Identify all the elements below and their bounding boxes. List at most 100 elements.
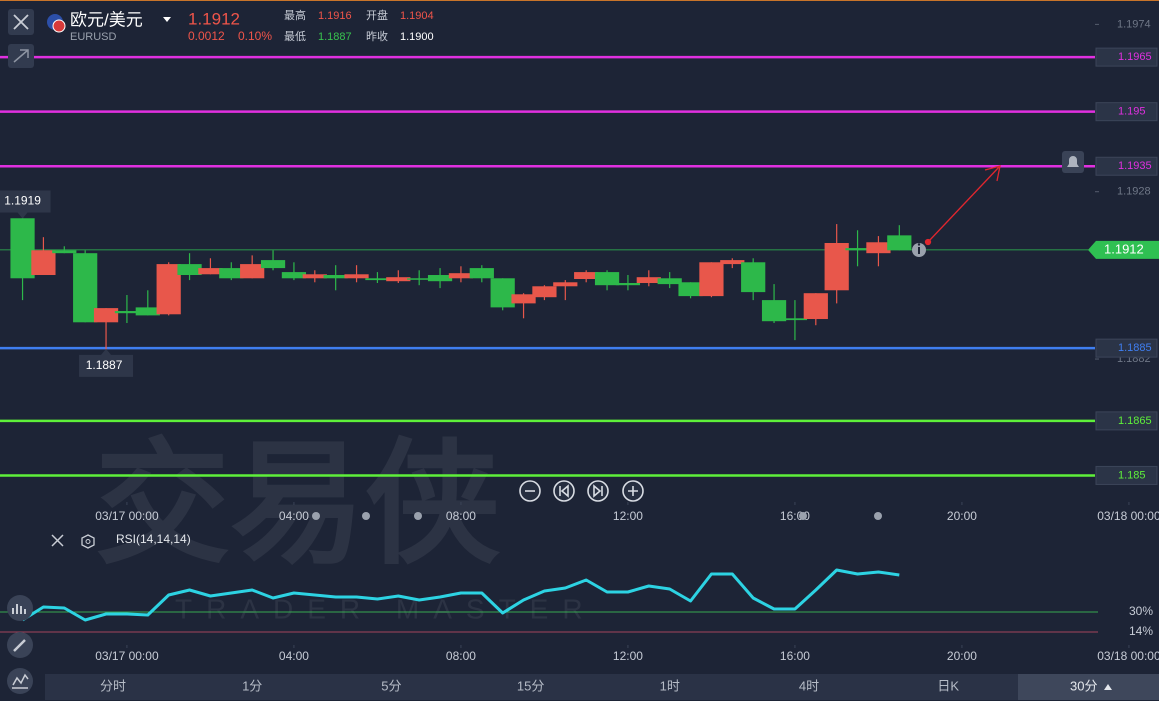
y-tick-label: 1.1974 [1117, 18, 1151, 30]
candle-body [803, 293, 828, 320]
stat-label: 最高 [284, 8, 306, 22]
stat-label: 最低 [284, 30, 306, 43]
price-level-label: 1.1935 [1118, 160, 1152, 172]
arrow-line [927, 165, 1001, 243]
rsi-line [21, 568, 900, 622]
candle-body [720, 260, 745, 265]
interval-tab[interactable]: 1分 [242, 678, 262, 693]
event-dot[interactable] [414, 512, 422, 520]
tool-icon [12, 604, 26, 614]
candle-body [177, 264, 202, 276]
instrument-symbol: EURUSD [70, 31, 117, 43]
tab-bar [45, 674, 1159, 700]
interval-tab[interactable]: 5分 [381, 678, 401, 693]
stat-label: 昨收 [366, 29, 388, 43]
bell-icon [1067, 156, 1079, 167]
x-tick-label: 20:00 [947, 649, 977, 663]
candle-body [93, 308, 119, 323]
candle-body [490, 278, 515, 308]
price-level-tag [1095, 47, 1158, 67]
candle-body [156, 264, 181, 315]
candle-body [615, 283, 641, 286]
price-level-tag [1095, 102, 1158, 122]
instrument-name[interactable]: 欧元/美元 [70, 10, 143, 29]
close-button[interactable] [8, 9, 34, 35]
y-tick-label: 1.1928 [1117, 186, 1151, 198]
tabs: 分时 1分 5分 15分 1时 4时 日K [100, 678, 959, 693]
candle-body [427, 275, 453, 282]
go-start-circle[interactable] [553, 480, 575, 502]
stat-value: 1.1887 [318, 31, 352, 43]
x-tick-label: 16:00 [780, 649, 810, 663]
stat-value: 1.1916 [318, 10, 352, 22]
indicator-settings[interactable] [81, 534, 95, 549]
candle-body [407, 278, 432, 280]
stat-label: 开盘 [366, 8, 388, 22]
candle-body [198, 268, 223, 275]
price-level-label: 1.1865 [1118, 415, 1152, 427]
zoom-in[interactable] [622, 480, 644, 502]
event-dot[interactable] [362, 512, 370, 520]
header: 欧元/美元 EURUSD 1.1912 0.0012 0.10% 最高 1.191… [8, 8, 434, 68]
x-tick-label: 04:00 [279, 649, 309, 663]
candle-body [532, 286, 557, 298]
price-change: 0.0012 [188, 29, 225, 43]
x-tick-label: 03/17 00:00 [95, 509, 159, 523]
interval-tab[interactable]: 日K [937, 678, 959, 693]
collapse-button[interactable] [8, 44, 34, 68]
selected-interval[interactable]: 30分 [1070, 678, 1097, 693]
stat-value: 1.1904 [400, 10, 434, 22]
last-price-tag [1088, 240, 1159, 259]
event-dot[interactable] [874, 512, 882, 520]
last-price: 1.1912 [188, 9, 240, 28]
stats: 最高 1.1916 开盘 1.1904 最低 1.1887 昨收 1.1900 [284, 8, 434, 43]
candle-body [657, 278, 682, 285]
event-dots [312, 512, 882, 520]
indicator-close[interactable] [51, 534, 64, 547]
info-icon[interactable] [912, 243, 926, 257]
go-end-circle[interactable] [587, 480, 609, 502]
x-tick-label: 20:00 [947, 509, 977, 523]
watermark-title: 交易侠 [95, 429, 501, 580]
interval-tab[interactable]: 1时 [660, 678, 680, 693]
plot-layer: 1.18821.19281.19741.19651.1951.19351.188… [0, 18, 1159, 663]
trend-arrow [924, 165, 1001, 246]
go-end-icon [593, 484, 603, 498]
indicator-header: RSI(14,14,14) [51, 532, 191, 549]
candle-body [281, 272, 307, 279]
candle-body [344, 274, 369, 279]
candle-body [824, 242, 849, 291]
watermark: 交易侠 TRADER MASTER [95, 429, 583, 625]
close-icon [13, 14, 29, 30]
alert-bell[interactable] [1062, 151, 1084, 173]
dropdown-caret[interactable] [163, 17, 171, 22]
candle-body [219, 268, 244, 279]
candle-body [511, 294, 536, 304]
arrow-head [984, 165, 1001, 182]
collapse-icon [13, 49, 29, 63]
price-level-label: 1.195 [1118, 106, 1146, 118]
candle-body [782, 318, 808, 321]
price-level-label: 1.1885 [1118, 342, 1152, 354]
low-marker: 1.1887 [86, 358, 123, 372]
x-tick-label: 12:00 [613, 509, 643, 523]
y-tick-label: 14% [1129, 624, 1153, 638]
x-tick-label: 12:00 [613, 649, 643, 663]
event-dot[interactable] [312, 512, 320, 520]
interval-tab[interactable]: 15分 [517, 678, 544, 693]
zoom-out[interactable] [519, 480, 541, 502]
interval-tab[interactable]: 分时 [100, 678, 126, 693]
interval-tab[interactable]: 4时 [799, 678, 819, 693]
candle-body [887, 235, 912, 251]
info-dot [917, 243, 921, 246]
selected-tab-bg[interactable] [1018, 674, 1159, 700]
event-dot[interactable] [799, 512, 807, 520]
high-marker-box [0, 190, 51, 219]
last-price-label: 1.1912 [1104, 241, 1144, 256]
candle-body [845, 248, 870, 251]
go-end[interactable] [587, 480, 609, 502]
candle-body [741, 262, 766, 293]
go-start[interactable] [553, 480, 575, 502]
x-tick-label: 03/17 00:00 [95, 649, 159, 663]
